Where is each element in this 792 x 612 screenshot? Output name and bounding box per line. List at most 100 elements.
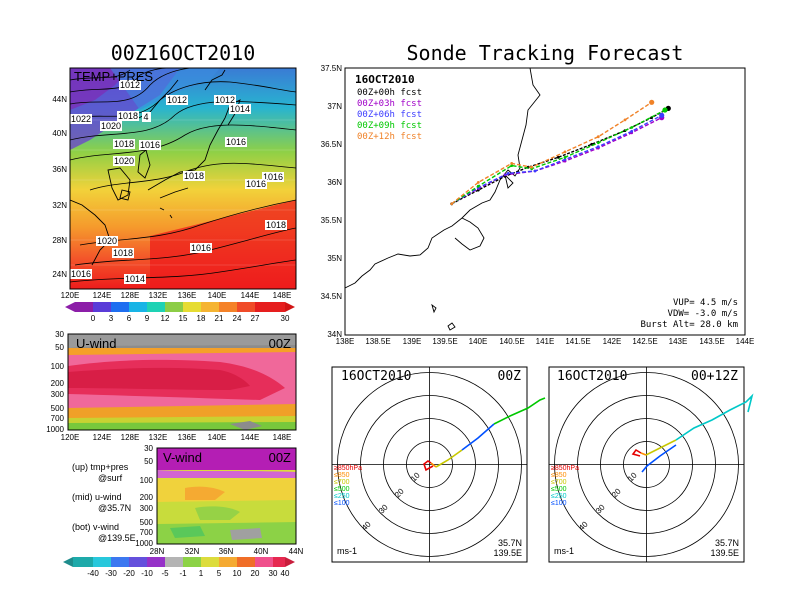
isobar-label: 1020 <box>97 236 117 246</box>
hodograph-date: 16OCT2010 <box>341 369 411 384</box>
track-series-2 <box>451 114 663 205</box>
track-point <box>662 107 668 113</box>
tick-label: 140E <box>469 337 488 346</box>
level-label: ≤100 <box>551 500 567 507</box>
tick-label: 100 <box>140 476 154 485</box>
note-text: @139.5E <box>98 533 136 543</box>
tick-label: 700 <box>51 414 65 423</box>
colorbar-tick: 15 <box>179 314 188 323</box>
level-label: ≤250 <box>334 493 350 500</box>
level-label: ≤100 <box>334 500 350 507</box>
trace-upper <box>675 393 754 441</box>
tick-label: 37.5N <box>321 64 343 73</box>
track-point <box>596 135 600 139</box>
warm-region <box>150 200 296 289</box>
tick-label: 144E <box>736 337 755 346</box>
hodograph-lat: 35.7N <box>498 538 522 548</box>
tick-label: 124E <box>93 433 112 442</box>
note-text: (up) tmp+pres <box>72 462 129 472</box>
tick-label: 32N <box>52 201 67 210</box>
tracking-map: 16OCT2010 00Z+00h fcst 00Z+03h fcst 00Z+… <box>321 64 755 346</box>
tick-label: 200 <box>140 493 154 502</box>
tick-label: 100 <box>51 362 65 371</box>
tick-label: 32N <box>185 547 200 556</box>
tick-label: 138E <box>336 337 355 346</box>
uwind-x-ticks: 120E 124E 128E 132E 136E 140E 144E 148E <box>61 433 292 442</box>
tick-label: 28N <box>150 547 165 556</box>
forecast-label-00h: 00Z+00h fcst <box>357 88 422 98</box>
track-point <box>630 126 634 129</box>
trace-850-700 <box>640 452 647 456</box>
trace-700-500 <box>435 449 463 468</box>
tick-label: 128E <box>121 291 140 300</box>
colorbar-tick: -10 <box>141 569 153 578</box>
colorbar-tick: 40 <box>281 569 290 578</box>
track-series-4 <box>451 101 653 205</box>
tick-label: 50 <box>55 343 64 352</box>
tick-label: 139.5E <box>432 337 457 346</box>
hodograph-unit: ms-1 <box>337 546 357 556</box>
tick-label: 148E <box>273 433 292 442</box>
tick-label: 40N <box>52 129 67 138</box>
tick-label: 300 <box>51 390 65 399</box>
track-point <box>623 118 627 122</box>
colorbar-tick: 20 <box>251 569 260 578</box>
level-label: ≤500 <box>334 486 350 493</box>
tick-label: 141E <box>536 337 555 346</box>
tick-label: 40N <box>254 547 269 556</box>
tick-label: 37N <box>327 102 342 111</box>
tick-label: 500 <box>140 518 154 527</box>
isobar-label: 1016 <box>226 137 246 147</box>
note-text: (bot) v-wind <box>72 522 119 532</box>
isobar-label: 1022 <box>71 114 91 124</box>
colorbar-tick: -30 <box>105 569 117 578</box>
colorbar-tick: 18 <box>197 314 206 323</box>
forecast-label-09h: 00Z+09h fcst <box>357 121 422 131</box>
track-point <box>510 164 514 168</box>
tick-label: 120E <box>61 433 80 442</box>
track-point <box>533 169 537 173</box>
colorbar-tick: -40 <box>87 569 99 578</box>
track-series-1 <box>451 116 663 205</box>
colorbar-tick: 12 <box>161 314 170 323</box>
colorbar-tick: 0 <box>91 314 96 323</box>
track-point <box>563 158 567 161</box>
tick-label: 143.5E <box>699 337 724 346</box>
left-title: 00Z16OCT2010 <box>111 41 256 65</box>
tick-label: 28N <box>52 236 67 245</box>
tick-label: 500 <box>51 404 65 413</box>
hodograph-rings <box>332 367 527 562</box>
isobar-label: 1016 <box>140 140 160 150</box>
hodograph-00z: 16OCT2010 00Z 10 20 30 40 ≥850hPa ≤850 ≤… <box>331 366 546 563</box>
tick-label: 143E <box>669 337 688 346</box>
panel-notes: (up) tmp+pres @surf (mid) u-wind @35.7N … <box>72 462 136 543</box>
trace-700-500 <box>645 439 677 456</box>
uwind-frame <box>67 333 297 431</box>
tick-label: 34N <box>327 330 342 339</box>
tick-label: 30 <box>55 330 64 339</box>
isobar-label: 1018 <box>184 171 204 181</box>
track-point <box>596 141 600 145</box>
isobar-label: 1020 <box>114 156 134 166</box>
isobar-label: 1014 <box>125 274 145 284</box>
tracking-date: 16OCT2010 <box>355 73 415 86</box>
colorbar-tick: 6 <box>127 314 132 323</box>
tick-label: 36.5N <box>321 140 343 149</box>
tick-label: 142.5E <box>632 337 657 346</box>
tick-label: 1000 <box>46 425 64 434</box>
uwind-time: 00Z <box>269 336 291 351</box>
tick-label: 136E <box>178 433 197 442</box>
trace-500-250 <box>641 444 677 473</box>
tick-label: 124E <box>93 291 112 300</box>
isobar-label: 1018 <box>114 139 134 149</box>
tick-label: 50 <box>144 457 153 466</box>
colorbar-tick: 24 <box>233 314 242 323</box>
trace-upper <box>493 397 546 425</box>
tick-label: 36N <box>52 165 67 174</box>
uwind-panel: U-wind 00Z 30 50 100 200 300 500 700 100… <box>46 330 297 442</box>
tick-label: 36N <box>327 178 342 187</box>
track-point <box>506 171 510 175</box>
track-point <box>630 129 634 133</box>
track-point <box>563 155 567 159</box>
